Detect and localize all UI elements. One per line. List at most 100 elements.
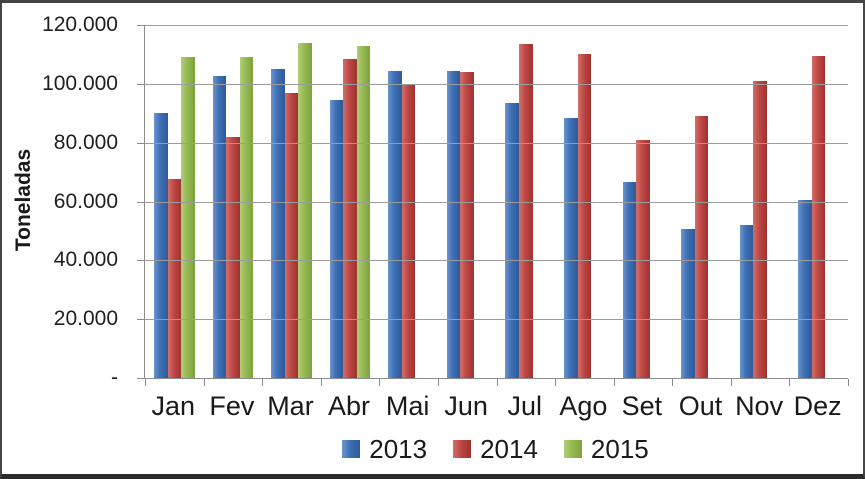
x-axis-tick <box>672 379 674 386</box>
bar-2015-abr <box>356 45 371 378</box>
bar-group-dez <box>789 25 848 378</box>
legend-label-2015: 2015 <box>590 434 649 464</box>
gridline <box>145 83 848 85</box>
x-axis-label-fev: Fev <box>209 391 255 421</box>
bar-2014-fev <box>226 136 240 378</box>
x-axis-tick <box>320 379 322 386</box>
bar-2014-dez <box>811 55 826 378</box>
y-axis-tick <box>137 83 144 85</box>
bar-2014-mai <box>401 83 416 378</box>
bar-2014-set <box>636 139 650 378</box>
bar-2014-jan <box>167 179 182 378</box>
bar-group-out <box>672 25 731 378</box>
x-axis-tick <box>848 379 849 386</box>
x-axis-label-mai: Mai <box>385 391 430 421</box>
y-tick-label: - <box>111 366 118 389</box>
y-tick-label: 60.000 <box>53 189 118 213</box>
bar-2014-abr <box>343 58 357 378</box>
bar-2013-abr <box>329 100 344 378</box>
y-axis-tick <box>137 142 144 144</box>
bar-2013-mar <box>271 69 285 378</box>
bar-2014-jun <box>460 72 474 378</box>
bar-slot <box>753 25 767 378</box>
bar-2015-fev <box>239 57 254 378</box>
bar-slot <box>343 25 357 378</box>
bar-group-jul <box>496 25 555 378</box>
bar-slot <box>356 25 371 378</box>
x-axis-tick <box>437 379 439 386</box>
legend-label-2013: 2013 <box>369 434 428 464</box>
legend-swatch-2014 <box>453 440 472 458</box>
x-axis-label-mar: Mar <box>267 391 314 421</box>
bar-slot <box>577 25 592 378</box>
bar-slot <box>636 25 650 378</box>
bar-group-nov <box>731 25 790 378</box>
bar-2013-dez <box>798 200 812 378</box>
bar-group-jun <box>438 25 497 378</box>
legend-item-2014: 2014 <box>453 434 538 464</box>
bar-2014-mar <box>284 92 299 378</box>
x-axis-tick <box>730 379 732 386</box>
x-axis-tick <box>203 379 205 386</box>
legend: 2013 2014 2015 <box>144 434 847 464</box>
bar-slot <box>460 25 474 378</box>
x-axis-tick <box>496 379 498 386</box>
bar-groups <box>145 25 848 378</box>
bar-slot <box>181 25 195 378</box>
bar-slot <box>681 25 695 378</box>
bar-slot <box>154 25 168 378</box>
x-axis-label-jun: Jun <box>444 391 488 421</box>
gridline <box>145 319 848 321</box>
bar-slot <box>811 25 826 378</box>
bar-slot <box>239 25 254 378</box>
bar-group-abr <box>321 25 380 378</box>
y-axis-tick <box>137 378 144 379</box>
bar-2015-jan <box>181 57 195 378</box>
gridline <box>145 201 848 203</box>
bar-slot <box>271 25 285 378</box>
bar-slot <box>329 25 344 378</box>
legend-item-2015: 2015 <box>563 434 649 464</box>
legend-label-2014: 2014 <box>480 434 538 464</box>
x-axis-tick <box>555 379 557 386</box>
bar-group-ago <box>555 25 614 378</box>
bar-group-mar <box>262 25 321 378</box>
bar-slot <box>388 25 402 378</box>
gridline <box>145 142 848 144</box>
y-tick-label: 40.000 <box>53 248 118 272</box>
x-axis-label-jan: Jan <box>151 391 196 421</box>
bar-slot <box>298 25 312 378</box>
bar-2013-nov <box>739 225 754 378</box>
y-axis-tick <box>137 25 144 26</box>
x-axis-tick <box>613 379 615 386</box>
x-axis-label-dez: Dez <box>793 391 842 421</box>
y-tick-label: 120.000 <box>42 13 118 36</box>
bar-group-jan <box>145 25 204 378</box>
gridline <box>145 25 848 26</box>
x-axis-tick <box>789 379 791 386</box>
y-tick-label: 20.000 <box>53 307 118 331</box>
bar-slot <box>167 25 182 378</box>
bar-2013-mai <box>388 70 402 378</box>
bar-slot <box>694 25 709 378</box>
bar-slot <box>284 25 299 378</box>
x-axis-tick <box>379 379 381 386</box>
bar-group-mai <box>379 25 438 378</box>
bar-2013-set <box>622 182 637 378</box>
bar-2014-jul <box>519 44 533 378</box>
x-axis-label-nov: Nov <box>735 391 784 421</box>
legend-item-2013: 2013 <box>342 434 427 464</box>
bar-slot <box>564 25 578 378</box>
y-axis-tick <box>137 319 144 321</box>
y-axis-tick <box>137 260 144 262</box>
bar-slot <box>212 25 227 378</box>
y-axis-tick-labels: 120.000 100.000 80.000 60.000 40.000 20.000 - <box>2 13 118 389</box>
bar-2013-jun <box>446 70 461 378</box>
bar-slot <box>446 25 461 378</box>
bar-group-set <box>614 25 673 378</box>
x-axis-label-out: Out <box>678 391 723 421</box>
bar-2013-ago <box>564 117 578 378</box>
y-tick-label: 80.000 <box>53 130 118 154</box>
legend-swatch-2013 <box>342 440 361 458</box>
